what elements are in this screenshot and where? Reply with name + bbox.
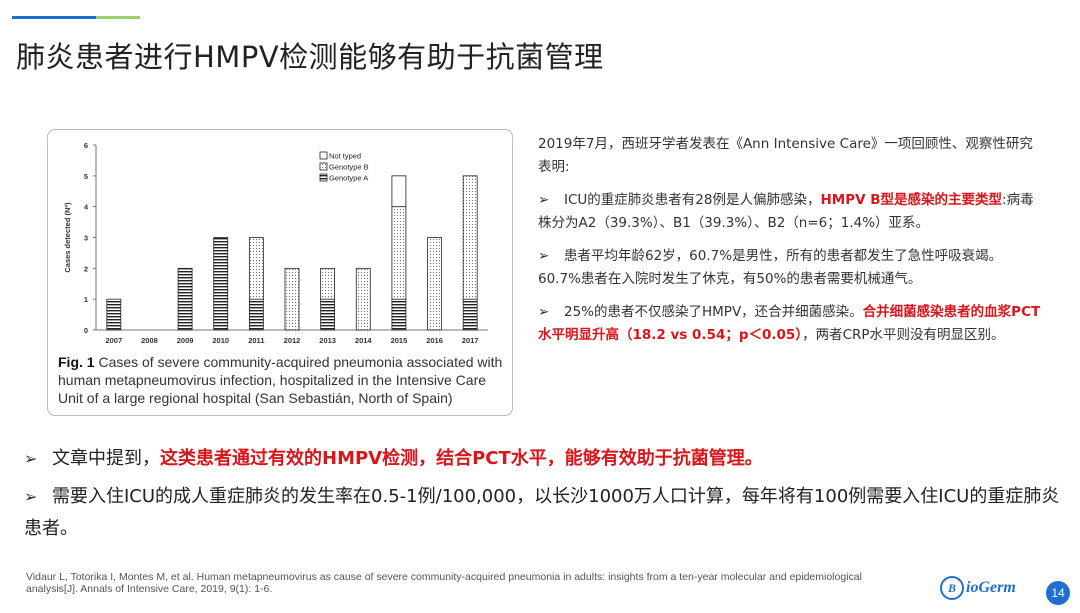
x-tick-label: 2012 bbox=[284, 336, 301, 345]
bar-segment-genotype-a bbox=[462, 298, 478, 331]
legend-swatch bbox=[319, 162, 328, 171]
title-accent-bar-blue bbox=[12, 16, 96, 19]
company-logo: B ioGerm bbox=[940, 574, 1016, 602]
conclusion-bullets: ➢ 文章中提到，这类患者通过有效的HMPV检测，结合PCT水平，能够有效助于抗菌管… bbox=[24, 443, 1064, 551]
conclusion-paragraph: ➢ 需要入住ICU的成人重症肺炎的发生率在0.5-1例/100,000，以长沙10… bbox=[24, 481, 1064, 545]
bar-segment-genotype-a bbox=[106, 298, 122, 331]
summary-paragraph: ➢ ICU的重症肺炎患者有28例是人偏肺感染，HMPV B型是感染的主要类型:病毒… bbox=[538, 189, 1044, 235]
y-tick-label: 6 bbox=[84, 141, 88, 150]
bar-segment-not-typed bbox=[391, 175, 407, 208]
page-title: 肺炎患者进行HMPV检测能够有助于抗菌管理 bbox=[16, 40, 604, 74]
body-text: ICU的重症肺炎患者有28例是人偏肺感染， bbox=[564, 192, 821, 208]
body-text: :病毒株分为A2（39.3%）、B1（39.3%）、B2（n=6；1.4%）亚系… bbox=[538, 192, 1034, 231]
bullet-arrow-icon: ➢ bbox=[538, 304, 550, 320]
legend-swatch bbox=[319, 173, 328, 182]
bar-segment-genotype-b bbox=[391, 206, 407, 300]
figure-caption-text: Cases of severe community-acquired pneum… bbox=[58, 354, 503, 406]
summary-paragraph: ➢ 25%的患者不仅感染了HMPV，还合并细菌感染。合并细菌感染患者的血浆PCT水… bbox=[538, 301, 1044, 347]
bullet-arrow-icon: ➢ bbox=[24, 449, 38, 468]
bar-segment-genotype-a bbox=[213, 237, 229, 331]
x-tick-label: 2013 bbox=[319, 336, 336, 345]
page-number: 14 bbox=[1046, 581, 1070, 605]
highlight-text: HMPV B型是感染的主要类型 bbox=[820, 192, 1003, 208]
x-tick-label: 2016 bbox=[426, 336, 443, 345]
bar-segment-genotype-b bbox=[462, 175, 478, 300]
legend-label: Genotype B bbox=[329, 163, 369, 172]
bar-segment-genotype-a bbox=[177, 267, 193, 331]
y-axis-label: Cases detected (Nº) bbox=[63, 202, 72, 273]
bullet-arrow-icon: ➢ bbox=[538, 192, 550, 208]
reference-citation: Vidaur L, Totorika I, Montes M, et al. H… bbox=[26, 571, 862, 595]
bar-segment-genotype-a bbox=[248, 298, 264, 331]
title-accent-bar-green bbox=[96, 16, 140, 19]
y-tick-label: 0 bbox=[84, 326, 88, 335]
stacked-bar-chart: 0 1 2 3 4 5 6 Cases detected (Nº) 2007 2008 2009 20… bbox=[63, 141, 488, 345]
bar-segment-genotype-b bbox=[284, 267, 300, 331]
y-tick-label: 2 bbox=[84, 264, 88, 273]
y-tick-label: 1 bbox=[84, 295, 88, 304]
body-text: 患者平均年龄62岁，60.7%是男性，所有的患者都发生了急性呼吸衰竭。60.7%… bbox=[538, 248, 1003, 287]
bullet-arrow-icon: ➢ bbox=[538, 248, 550, 264]
figure-panel: 0 1 2 3 4 5 6 Cases detected (Nº) 2007 2008 2009 20… bbox=[47, 129, 513, 416]
body-text: ，两者CRP水平则没有明显区别。 bbox=[802, 327, 1005, 343]
bullet-arrow-icon: ➢ bbox=[24, 487, 38, 506]
logo-mark: B bbox=[940, 576, 964, 600]
legend-label: Not typed bbox=[329, 152, 361, 161]
highlight-text: 合并细菌感染患者的血浆PCT水平明显升高（18.2 vs 0.54；p＜0.05… bbox=[538, 304, 1041, 343]
figure-caption-label: Fig. 1 bbox=[58, 354, 95, 370]
body-text: 文章中提到， bbox=[52, 448, 160, 469]
logo-text: ioGerm bbox=[966, 579, 1016, 596]
y-tick-label: 3 bbox=[84, 234, 88, 243]
x-tick-label: 2010 bbox=[212, 336, 229, 345]
x-tick-label: 2007 bbox=[105, 336, 122, 345]
bar-segment-genotype-a bbox=[391, 298, 407, 331]
x-tick-label: 2008 bbox=[141, 336, 158, 345]
x-tick-label: 2014 bbox=[355, 336, 373, 345]
bar-segment-genotype-b bbox=[355, 267, 371, 331]
bar-segment-genotype-b bbox=[427, 237, 442, 331]
summary-paragraph: 2019年7月，西班牙学者发表在《Ann Intensive Care》一项回顾… bbox=[538, 133, 1044, 179]
bar-segment-genotype-a bbox=[320, 298, 336, 331]
x-tick-label: 2009 bbox=[177, 336, 194, 345]
y-tick-label: 4 bbox=[84, 203, 89, 212]
body-text: 25%的患者不仅感染了HMPV，还合并细菌感染。 bbox=[564, 304, 863, 320]
y-tick-label: 5 bbox=[84, 172, 88, 181]
legend-swatch bbox=[319, 151, 328, 160]
highlight-text: 这类患者通过有效的HMPV检测，结合PCT水平，能够有效助于抗菌管理。 bbox=[160, 448, 763, 469]
conclusion-paragraph: ➢ 文章中提到，这类患者通过有效的HMPV检测，结合PCT水平，能够有效助于抗菌管… bbox=[24, 443, 1064, 475]
figure-caption: Fig. 1 Cases of severe community-acquire… bbox=[58, 353, 504, 407]
x-tick-label: 2015 bbox=[391, 336, 408, 345]
summary-paragraph: ➢ 患者平均年龄62岁，60.7%是男性，所有的患者都发生了急性呼吸衰竭。60.7… bbox=[538, 245, 1044, 291]
legend-label: Genotype A bbox=[329, 174, 368, 183]
bar-segment-genotype-b bbox=[320, 267, 336, 300]
study-summary: 2019年7月，西班牙学者发表在《Ann Intensive Care》一项回顾… bbox=[538, 133, 1044, 357]
x-tick-label: 2017 bbox=[462, 336, 479, 345]
bar-segment-genotype-b bbox=[248, 237, 264, 300]
body-text: 需要入住ICU的成人重症肺炎的发生率在0.5-1例/100,000，以长沙100… bbox=[24, 486, 1060, 539]
body-text: 2019年7月，西班牙学者发表在《Ann Intensive Care》一项回顾… bbox=[538, 136, 1033, 175]
x-tick-label: 2011 bbox=[248, 336, 264, 345]
